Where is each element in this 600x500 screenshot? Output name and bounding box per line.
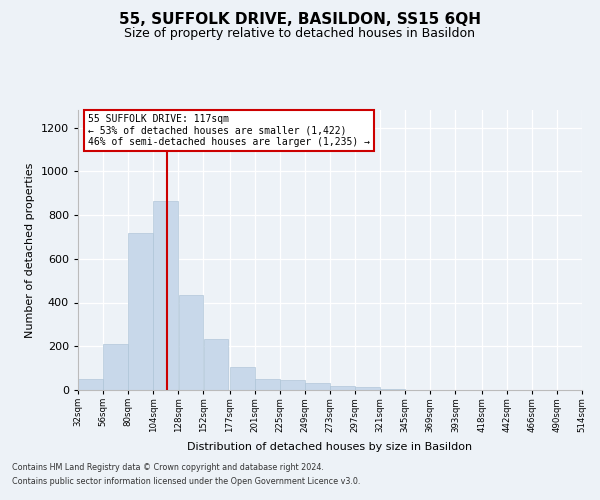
Bar (255, 379, 280, 390)
Bar (355, 386, 380, 390)
Text: 55, SUFFOLK DRIVE, BASILDON, SS15 6QH: 55, SUFFOLK DRIVE, BASILDON, SS15 6QH (119, 12, 481, 28)
Bar (128, 232, 153, 390)
Bar (78, 379, 103, 390)
Bar (203, 338, 229, 390)
Bar (305, 384, 330, 390)
Bar (380, 389, 405, 390)
Bar (103, 344, 128, 390)
Text: 55 SUFFOLK DRIVE: 117sqm
← 53% of detached houses are smaller (1,422)
46% of sem: 55 SUFFOLK DRIVE: 117sqm ← 53% of detach… (88, 114, 370, 148)
Text: Distribution of detached houses by size in Basildon: Distribution of detached houses by size … (187, 442, 473, 452)
Text: Contains HM Land Registry data © Crown copyright and database right 2024.: Contains HM Land Registry data © Crown c… (12, 464, 324, 472)
Bar (154, 201, 178, 390)
Y-axis label: Number of detached properties: Number of detached properties (25, 162, 35, 338)
Bar (280, 380, 305, 390)
Bar (179, 295, 203, 390)
Text: Contains public sector information licensed under the Open Government Licence v3: Contains public sector information licen… (12, 477, 361, 486)
Bar (330, 386, 355, 390)
Bar (230, 367, 254, 390)
Text: Size of property relative to detached houses in Basildon: Size of property relative to detached ho… (125, 28, 476, 40)
